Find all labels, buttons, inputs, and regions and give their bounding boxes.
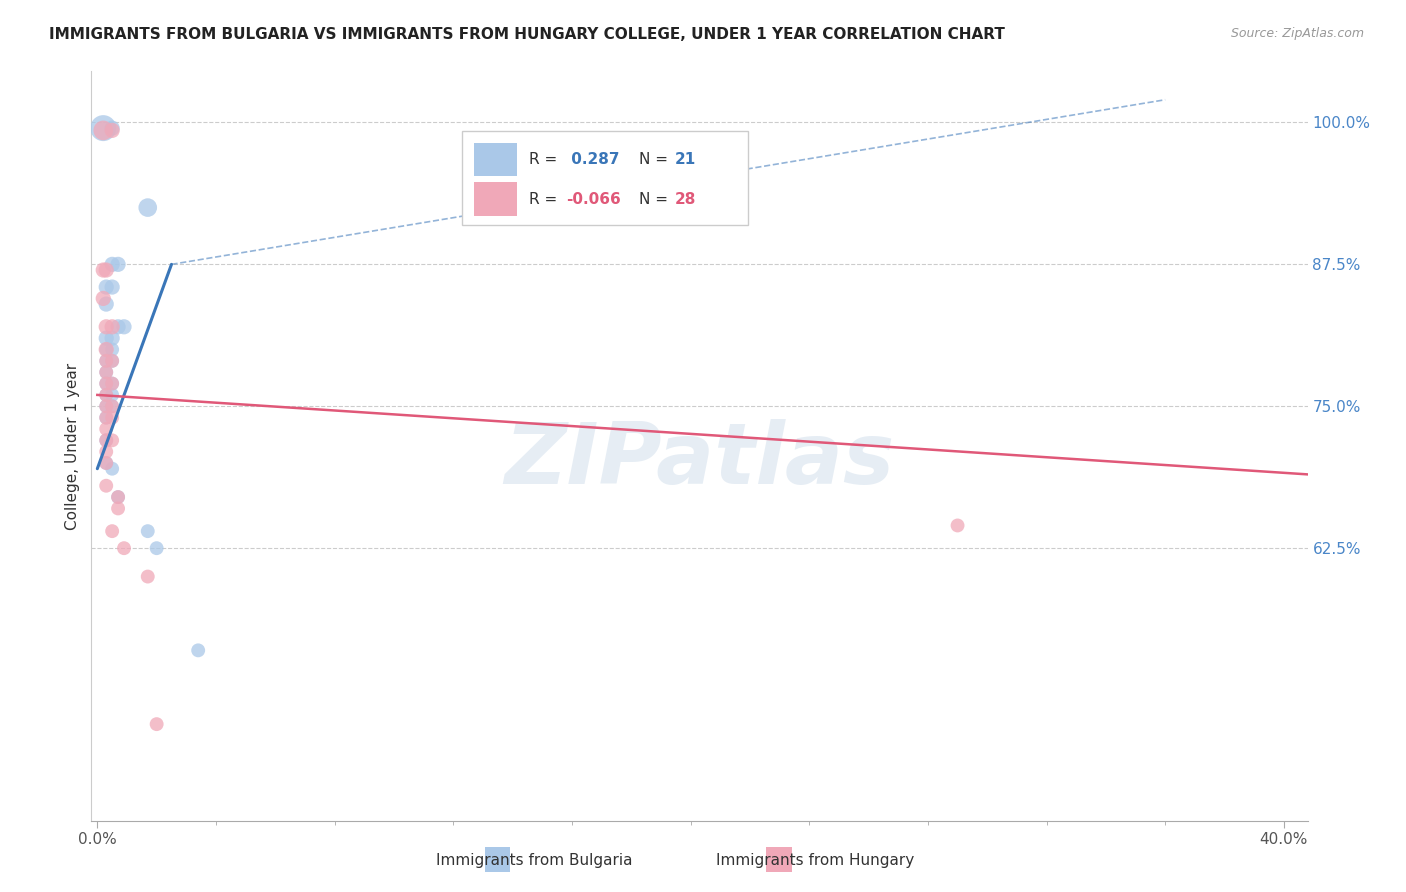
Point [96,422,118,436]
Text: R =: R = [529,192,562,207]
Text: IMMIGRANTS FROM BULGARIA VS IMMIGRANTS FROM HUNGARY COLLEGE, UNDER 1 YEAR CORREL: IMMIGRANTS FROM BULGARIA VS IMMIGRANTS F… [49,27,1005,42]
FancyBboxPatch shape [463,131,748,225]
Point [96,365,118,379]
Point [107,319,129,334]
Point [946,518,969,533]
Point [101,354,124,368]
Point [96,354,118,368]
Point [96,388,118,402]
Point [96,365,118,379]
Point [101,354,124,368]
Point [107,501,129,516]
Point [112,541,135,556]
Point [96,376,118,391]
Point [107,257,129,271]
Point [101,343,124,357]
Y-axis label: College, Under 1 year: College, Under 1 year [65,362,80,530]
Point [96,388,118,402]
Text: Immigrants from Bulgaria: Immigrants from Bulgaria [436,854,633,868]
Point [96,297,118,311]
Point [101,331,124,345]
Text: N =: N = [638,192,672,207]
Text: ZIPatlas: ZIPatlas [505,419,894,502]
Point [96,319,118,334]
Text: R =: R = [529,152,562,167]
Point [91,292,114,306]
Point [101,376,124,391]
Bar [474,143,517,177]
Point [96,280,118,294]
Point [96,456,118,470]
Point [96,343,118,357]
Point [101,399,124,413]
Point [96,410,118,425]
Point [96,399,118,413]
Point [101,257,124,271]
Point [96,456,118,470]
Text: -0.066: -0.066 [565,192,620,207]
Point [96,410,118,425]
Point [101,461,124,475]
Point [96,479,118,493]
Point [101,399,124,413]
Point [101,123,124,137]
Point [96,354,118,368]
Point [96,331,118,345]
Point [101,121,124,136]
Point [91,123,114,137]
Point [101,376,124,391]
Point [96,399,118,413]
Point [91,263,114,277]
Point [96,263,118,277]
Point [136,201,159,215]
Text: Immigrants from Hungary: Immigrants from Hungary [716,854,915,868]
Point [96,434,118,448]
Point [145,541,167,556]
Point [101,280,124,294]
Point [91,121,114,136]
Point [145,717,167,731]
Point [101,410,124,425]
Text: 28: 28 [675,192,696,207]
Point [136,569,159,583]
Bar [474,182,517,216]
Text: 21: 21 [675,152,696,167]
Text: Source: ZipAtlas.com: Source: ZipAtlas.com [1230,27,1364,40]
Point [96,376,118,391]
Point [96,343,118,357]
Point [107,490,129,504]
Text: 0.287: 0.287 [565,152,619,167]
Point [136,524,159,538]
Point [107,490,129,504]
Point [101,434,124,448]
Point [96,444,118,458]
Point [101,319,124,334]
Point [101,524,124,538]
Point [187,643,209,657]
Point [101,388,124,402]
Point [96,434,118,448]
Point [112,319,135,334]
Text: N =: N = [638,152,672,167]
